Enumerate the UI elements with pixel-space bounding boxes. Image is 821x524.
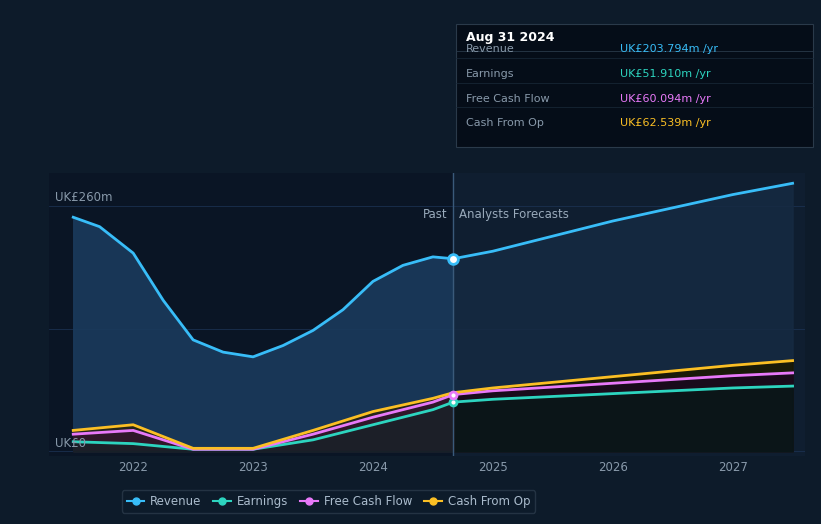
Bar — [49, 173, 453, 456]
Text: Free Cash Flow: Free Cash Flow — [466, 93, 549, 104]
Text: Aug 31 2024: Aug 31 2024 — [466, 31, 554, 45]
Legend: Revenue, Earnings, Free Cash Flow, Cash From Op: Revenue, Earnings, Free Cash Flow, Cash … — [122, 490, 534, 513]
Text: UK£62.539m /yr: UK£62.539m /yr — [620, 118, 711, 128]
Bar — [453, 173, 805, 456]
Text: Earnings: Earnings — [466, 69, 514, 79]
Text: UK£0: UK£0 — [55, 437, 86, 450]
Text: Revenue: Revenue — [466, 44, 514, 54]
Text: UK£203.794m /yr: UK£203.794m /yr — [620, 44, 718, 54]
Text: UK£51.910m /yr: UK£51.910m /yr — [620, 69, 710, 79]
Text: Past: Past — [423, 208, 447, 221]
Text: UK£60.094m /yr: UK£60.094m /yr — [620, 93, 711, 104]
Text: Cash From Op: Cash From Op — [466, 118, 544, 128]
Text: UK£260m: UK£260m — [55, 191, 112, 204]
Text: Analysts Forecasts: Analysts Forecasts — [459, 208, 569, 221]
